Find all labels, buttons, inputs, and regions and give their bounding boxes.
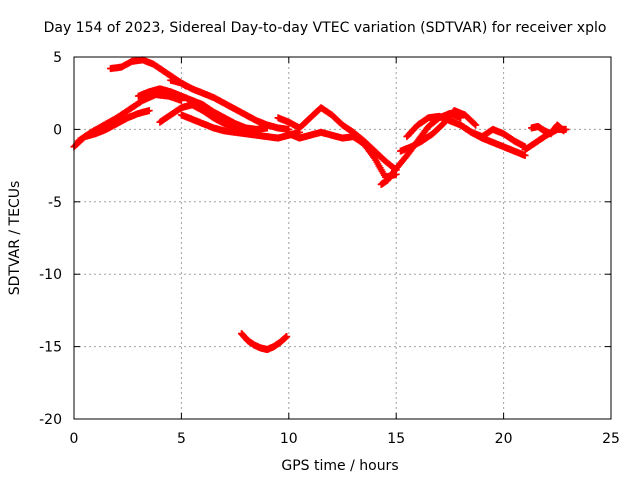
- x-tick-label: 5: [177, 431, 186, 447]
- x-tick-label: 10: [280, 431, 298, 447]
- plot-frame: [73, 56, 612, 420]
- y-tick-label: 0: [53, 122, 62, 138]
- series-arc-13: [403, 112, 529, 159]
- y-tick-label: 5: [53, 50, 62, 66]
- series-arc-16: [528, 121, 568, 138]
- data-point: [145, 107, 153, 115]
- data-layer: [70, 56, 570, 353]
- series-arc-10: [285, 128, 400, 181]
- x-tick-label: 0: [70, 431, 79, 447]
- data-point: [560, 127, 568, 135]
- series-arc-8: [238, 330, 291, 353]
- series-arc-4: [134, 85, 250, 132]
- data-point: [472, 121, 480, 129]
- y-tick-label: -10: [39, 267, 62, 283]
- series-arc-6: [167, 76, 293, 133]
- tick-layer: 0 5 10 15 20 25 5 0 -5 -10 -15 -20: [39, 50, 620, 447]
- x-axis-label: GPS time / hours: [281, 458, 398, 474]
- y-tick-label: -15: [39, 340, 62, 356]
- y-tick-label: -20: [39, 412, 62, 428]
- x-tick-label: 20: [495, 431, 513, 447]
- x-tick-label: 15: [387, 431, 405, 447]
- series-arc-14: [457, 121, 529, 151]
- series-arc-1: [70, 107, 153, 151]
- y-tick-label: -5: [48, 195, 62, 211]
- series-arc-12: [397, 107, 480, 155]
- data-point: [283, 333, 291, 340]
- x-tick-label: 25: [602, 431, 620, 447]
- y-axis-label: SDTVAR / TECUs: [7, 181, 23, 296]
- grid-layer: [74, 57, 611, 419]
- chart-title: Day 154 of 2023, Sidereal Day-to-day VTE…: [44, 20, 607, 36]
- series-arc-7: [177, 111, 303, 142]
- data-point: [471, 120, 479, 128]
- series-arc-3: [107, 56, 190, 90]
